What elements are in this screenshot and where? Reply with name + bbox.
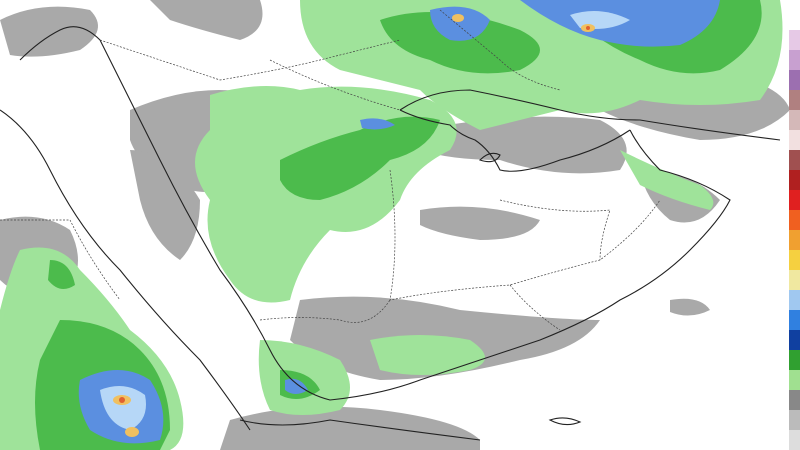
map-shape (150, 0, 263, 40)
map-shape (670, 298, 710, 316)
scale-swatch (789, 70, 800, 90)
map-shape (360, 118, 395, 130)
scale-swatch (789, 30, 800, 50)
map-shape (509, 284, 561, 331)
scale-swatch (789, 350, 800, 370)
map-shape (0, 6, 98, 57)
scale-swatch (789, 130, 800, 150)
map-shape (380, 12, 540, 74)
map-shape (399, 109, 631, 172)
map-shape (478, 152, 501, 163)
scale-swatch (789, 0, 800, 30)
scale-swatch (789, 410, 800, 430)
map-shape (130, 150, 200, 260)
borders (0, 9, 661, 331)
scale-swatch (789, 330, 800, 350)
map-shape (19, 26, 101, 61)
map-shape (99, 39, 731, 401)
color-scale (789, 0, 800, 450)
map-shape (430, 6, 490, 41)
scale-swatch (789, 90, 800, 110)
scale-swatch (789, 110, 800, 130)
map-shape (452, 14, 464, 22)
scale-swatch (789, 50, 800, 70)
map-shape (0, 219, 121, 301)
scale-swatch (789, 290, 800, 310)
scale-swatch (789, 250, 800, 270)
map-shape (399, 89, 781, 141)
coastlines (0, 26, 781, 441)
map-shape (48, 260, 75, 289)
map-shape (99, 39, 401, 81)
scale-swatch (789, 230, 800, 250)
scale-swatch (789, 170, 800, 190)
scale-swatch (789, 270, 800, 290)
map-shape (586, 26, 590, 30)
scale-swatch (789, 310, 800, 330)
map-shape (0, 109, 251, 431)
map-shape (285, 378, 308, 394)
map-shape (499, 199, 611, 261)
map-shape (220, 406, 480, 450)
map-shape (420, 206, 540, 240)
scale-swatch (789, 370, 800, 390)
map-shape (259, 299, 391, 323)
scale-swatch (789, 190, 800, 210)
map-shape (370, 335, 485, 375)
map-shape (420, 116, 627, 174)
scale-swatch (789, 210, 800, 230)
map-shape (100, 386, 146, 430)
map-shape (269, 59, 401, 111)
map-shape (239, 419, 481, 441)
scale-swatch (789, 430, 800, 450)
orange-spots (119, 26, 590, 403)
map-shape (620, 150, 714, 210)
map-shape (280, 116, 440, 200)
map-shape (389, 169, 661, 301)
scale-swatch (789, 390, 800, 410)
map-shape (125, 427, 139, 437)
map-shape (548, 417, 582, 426)
map-shape (119, 397, 125, 403)
scale-swatch (789, 150, 800, 170)
map-shape (439, 9, 561, 91)
